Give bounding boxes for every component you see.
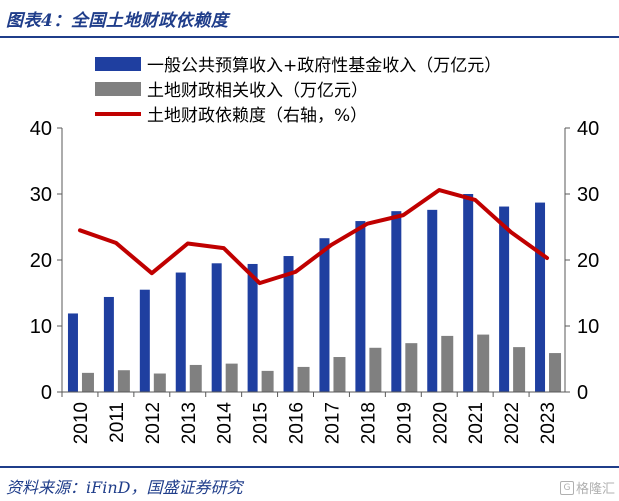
bar-total-revenue [247,263,258,392]
source-note: 资料来源：iFinD，国盛证券研究 [6,478,243,497]
left-tick-label: 0 [41,382,52,404]
x-tick-label: 2019 [394,402,415,444]
bar-total-revenue [139,289,150,392]
legend-label: 土地财政依赖度（右轴，%） [147,106,367,126]
bar-land-revenue [405,343,418,392]
bar-land-revenue [153,373,166,392]
x-tick-label: 2018 [358,402,379,444]
x-tick-label: 2015 [251,402,272,444]
legend-label: 一般公共预算收入+政府性基金收入（万亿元） [147,56,501,76]
bar-land-revenue [333,357,346,392]
bar-total-revenue [103,296,114,392]
watermark-logo-icon: G [559,480,574,495]
bar-land-revenue [549,353,562,392]
left-tick-label: 30 [30,184,52,206]
bar-land-revenue [477,334,490,392]
bar-total-revenue [319,238,330,392]
x-tick-label: 2013 [179,402,200,444]
right-tick-label: 30 [577,184,599,206]
left-tick-label: 20 [30,250,52,272]
bar-total-revenue [211,263,222,392]
legend-label: 土地财政相关收入（万亿元） [147,81,368,101]
bar-land-revenue [369,347,382,392]
dependency-line [77,188,550,286]
x-tick-label: 2010 [71,402,92,444]
x-tick-label: 2012 [143,402,164,444]
legend-swatch-total-revenue [95,57,141,71]
figure-title: 图表4：全国土地财政依赖度 [6,11,229,31]
line-layer [77,188,550,286]
legend: 一般公共预算收入+政府性基金收入（万亿元） 土地财政相关收入（万亿元） 土地财政依赖… [95,56,501,126]
watermark-text: 格隆汇 [575,482,615,497]
top-rule [0,36,619,38]
watermark: G 格隆汇 [559,478,615,497]
x-tick-label: 2023 [538,402,559,444]
right-tick-label: 20 [577,250,599,272]
x-tick-label: 2016 [287,402,308,444]
x-tick-label: 2014 [215,402,236,445]
bar-total-revenue [535,202,546,392]
x-tick-label: 2022 [502,402,523,444]
bar-land-revenue [81,372,94,392]
bottom-rule [0,466,619,468]
left-tick-label: 40 [30,118,52,140]
bar-land-revenue [225,363,238,392]
left-tick-label: 10 [30,316,52,338]
bar-land-revenue [441,335,454,392]
right-tick-label: 40 [577,118,599,140]
bar-land-revenue [513,347,526,392]
bar-total-revenue [499,206,510,392]
right-tick-label: 0 [577,382,588,404]
x-tick-label: 2011 [107,402,128,443]
axes: 0 10 20 30 40 0 10 20 30 40 2010 2011 2012 2013 2014 20… [30,118,600,444]
x-tick-label: 2017 [322,402,343,444]
bar-total-revenue [67,313,78,392]
bar-total-revenue [391,211,402,392]
x-tick-label: 2020 [430,402,451,444]
bar-total-revenue [463,194,474,392]
bar-total-revenue [175,272,186,392]
chart: 一般公共预算收入+政府性基金收入（万亿元） 土地财政相关收入（万亿元） 土地财政依赖… [30,56,600,444]
bar-land-revenue [297,366,310,392]
legend-swatch-land-revenue [95,82,141,96]
bar-land-revenue [261,370,274,392]
x-tick-label: 2021 [466,402,487,444]
right-tick-label: 10 [577,316,599,338]
bar-total-revenue [283,256,294,392]
bars-layer [67,194,562,392]
bar-land-revenue [189,364,202,392]
bar-land-revenue [117,370,130,392]
bar-total-revenue [355,221,366,392]
bar-total-revenue [427,209,438,392]
